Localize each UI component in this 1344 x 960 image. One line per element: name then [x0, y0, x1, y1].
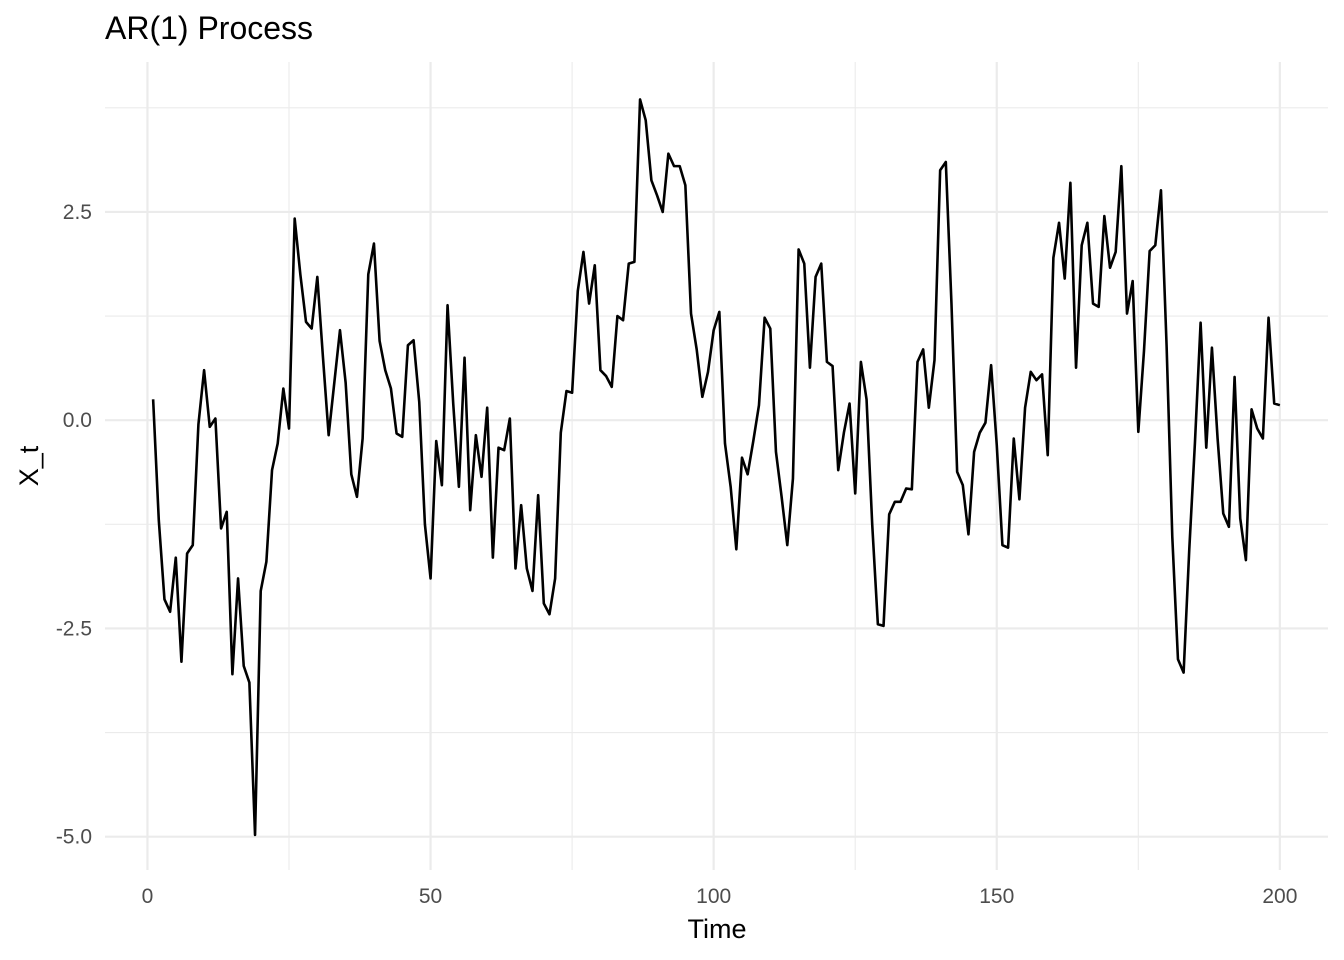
x-tick-label-3: 150: [979, 885, 1014, 908]
x-tick-label-1: 50: [419, 885, 442, 908]
axis-layer: 0 50 100 150 200 -5.0 -2.5 0.0 2.5: [56, 201, 1298, 908]
series-line-0: [151, 98, 1281, 837]
series-layer: [151, 98, 1281, 837]
x-tick-label-0: 0: [142, 885, 154, 908]
y-tick-label-0: -5.0: [56, 826, 92, 849]
y-tick-label-2: 0.0: [63, 409, 92, 432]
y-axis-title: X_t: [14, 445, 44, 486]
y-tick-label-1: -2.5: [56, 617, 92, 640]
x-tick-label-4: 200: [1262, 885, 1297, 908]
grid-layer: [105, 62, 1328, 870]
x-tick-label-2: 100: [696, 885, 731, 908]
y-tick-label-3: 2.5: [63, 201, 92, 224]
chart-title: AR(1) Process: [105, 10, 313, 46]
x-axis-title: Time: [688, 914, 747, 944]
